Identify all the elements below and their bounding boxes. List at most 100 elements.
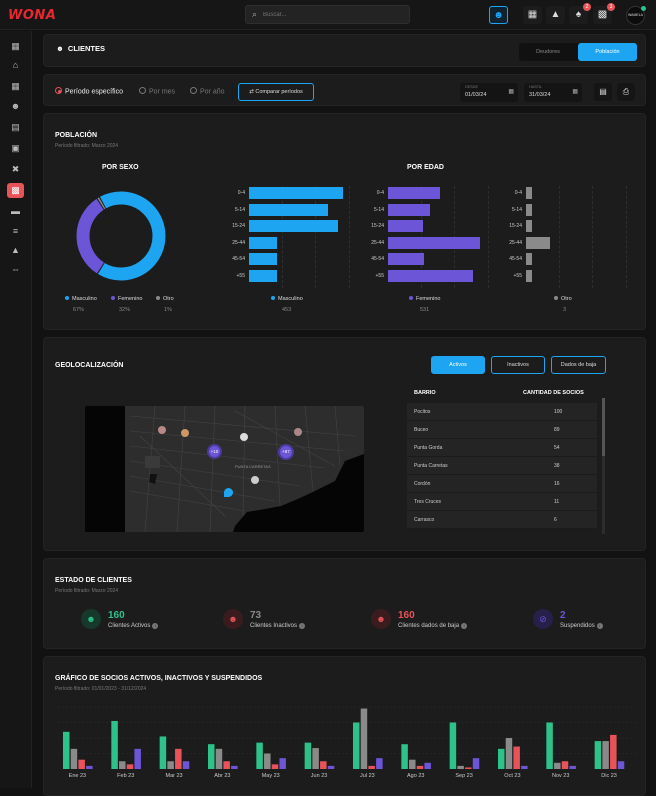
- export-file-button[interactable]: ▤: [594, 83, 612, 101]
- search-icon: ⌕: [252, 9, 258, 19]
- bell-icon[interactable]: ♠ 2: [569, 3, 591, 24]
- sidebar: ▦ ⌂ ▦ ☻ ▤ ▣ ✖ ▩ ▬ ≡ ▲ ⇔: [0, 31, 32, 788]
- card-icon[interactable]: ▬: [11, 206, 20, 216]
- age-bar-masculino: [249, 253, 277, 265]
- age-group-label: 15-24: [232, 223, 245, 229]
- radio-label: Período específico: [65, 88, 123, 96]
- search-input[interactable]: [263, 8, 403, 22]
- bar: [505, 738, 513, 769]
- bar: [465, 767, 472, 769]
- age-group-label: 45-54: [509, 256, 522, 262]
- donut-slice-masculino: [76, 191, 166, 281]
- radio-por-anio[interactable]: Por año: [190, 87, 225, 95]
- section-title: ESTADO DE CLIENTES: [55, 577, 132, 584]
- location-pin-icon[interactable]: [224, 488, 233, 497]
- map-cluster-marker[interactable]: +10: [207, 444, 222, 459]
- date-from-field[interactable]: DESDE 01/03/24 ▦: [460, 83, 518, 102]
- table-row[interactable]: Punta Gorda 54: [407, 439, 597, 457]
- home-icon[interactable]: ⌂: [12, 60, 19, 70]
- graduation-cap-icon[interactable]: ▲: [546, 6, 565, 24]
- dashboard-icon[interactable]: ▦: [11, 41, 20, 51]
- age-bar-masculino: [249, 220, 339, 232]
- page-title: ☻ CLIENTES: [56, 44, 105, 53]
- table-row[interactable]: Punta Carretas 38: [407, 457, 597, 475]
- bar: [521, 765, 528, 769]
- tools-icon[interactable]: ✖: [11, 164, 20, 174]
- bar: [159, 736, 167, 769]
- grid-line: [626, 186, 627, 288]
- chart-subtitle: Período filtrado: 01/01/2023 - 31/12/202…: [55, 686, 147, 692]
- legend-label: Masculino: [72, 296, 97, 302]
- dumbbell-icon[interactable]: ⇔: [11, 264, 20, 274]
- bar: [231, 765, 238, 769]
- legend-age-otro: Otro: [554, 295, 572, 302]
- radio-periodo-especifico[interactable]: Período específico: [55, 87, 123, 96]
- table-row[interactable]: Buceo 89: [407, 421, 597, 439]
- graduation-cap-icon[interactable]: ▲: [11, 245, 20, 255]
- calendar-icon[interactable]: ▦: [523, 6, 542, 24]
- radio-por-mes[interactable]: Por mes: [139, 87, 175, 95]
- print-button[interactable]: ⎙: [617, 83, 635, 101]
- donut-slice-femenino: [76, 191, 166, 281]
- compare-periods-button[interactable]: ⇄ Comparar períodos: [238, 83, 314, 101]
- age-group-label: 25-44: [509, 239, 522, 246]
- table-row[interactable]: Tres Cruces 11: [407, 493, 597, 511]
- inventory-icon[interactable]: ▤: [11, 122, 20, 132]
- bar: [376, 758, 383, 769]
- date-to-field[interactable]: HASTA 31/03/24 ▦: [524, 83, 582, 102]
- age-bar-femenino: [388, 269, 474, 282]
- avatar[interactable]: WAMELA: [626, 6, 646, 25]
- info-icon[interactable]: i: [152, 623, 159, 629]
- table-scrollbar[interactable]: [602, 398, 605, 534]
- add-user-button[interactable]: ☻: [489, 6, 508, 24]
- x-tick-label: Jul 23: [360, 773, 375, 779]
- bar: [264, 753, 271, 769]
- info-icon[interactable]: i: [596, 623, 603, 629]
- calendar-icon[interactable]: ▦: [11, 81, 20, 91]
- stat-number: 2: [560, 610, 566, 621]
- map-cluster-marker[interactable]: +87: [278, 444, 294, 460]
- map-user-marker[interactable]: [158, 426, 166, 434]
- users-icon[interactable]: ☻: [10, 101, 21, 111]
- tab-poblacion[interactable]: Población: [578, 43, 637, 61]
- stat-baja: ☻ 160 Clientes dados de baja i: [371, 609, 521, 639]
- info-icon[interactable]: i: [299, 623, 306, 629]
- online-status-dot: [641, 6, 646, 11]
- id-card-icon[interactable]: ▩ 3: [593, 3, 615, 24]
- por-sexo-heading: POR SEXO: [102, 164, 139, 171]
- cantidad-cell: 100: [554, 409, 563, 415]
- ruler-icon[interactable]: ≡: [12, 226, 19, 236]
- clients-map[interactable]: PUNTA CARRETAS +10 +87: [85, 406, 364, 532]
- app-logo[interactable]: WONA: [8, 8, 57, 23]
- stat-label: Clientes Inactivos i: [250, 623, 306, 629]
- age-group-label: +55: [236, 272, 245, 279]
- tab-deudores[interactable]: Deudores: [536, 49, 560, 55]
- bar: [546, 722, 553, 769]
- map-user-marker[interactable]: [294, 428, 302, 436]
- age-group-label: 5-14: [373, 206, 384, 213]
- map-user-marker[interactable]: [240, 433, 248, 441]
- bar: [215, 748, 223, 769]
- user-check-icon: ☻: [81, 609, 101, 629]
- age-group-label: 25-44: [232, 239, 245, 246]
- compare-label: Comparar períodos: [255, 89, 303, 95]
- col-barrio: BARRIO: [414, 390, 436, 396]
- reports-icon[interactable]: ▩: [7, 183, 24, 198]
- store-icon[interactable]: ▣: [11, 143, 20, 153]
- table-row[interactable]: Cordón 16: [407, 475, 597, 493]
- age-group-label: 0-4: [376, 190, 384, 196]
- table-row[interactable]: Carrasco 6: [407, 511, 597, 529]
- filter-activos-button[interactable]: Activos: [431, 356, 485, 374]
- filter-baja-button[interactable]: Dados de baja: [551, 356, 606, 374]
- bar: [416, 765, 424, 769]
- info-icon[interactable]: i: [461, 623, 468, 629]
- bar: [167, 761, 174, 769]
- table-row[interactable]: Pocitos 100: [407, 403, 597, 421]
- x-tick-label: May 23: [262, 773, 280, 779]
- bar: [63, 731, 70, 769]
- age-bar-femenino: [388, 203, 430, 216]
- search-box[interactable]: ⌕: [245, 5, 410, 24]
- filter-inactivos-button[interactable]: Inactivos: [491, 356, 545, 374]
- map-user-marker[interactable]: [181, 429, 189, 437]
- map-user-marker[interactable]: [251, 476, 259, 484]
